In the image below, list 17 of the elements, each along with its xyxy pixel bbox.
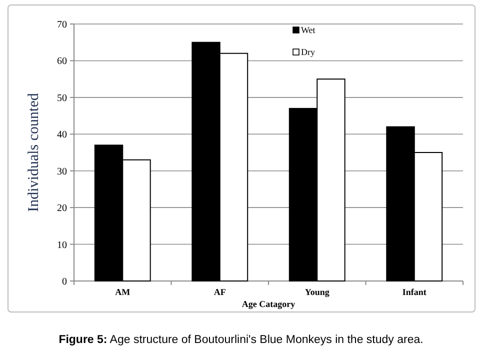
y-tick-label: 60 <box>57 56 67 68</box>
y-axis-title: Individuals counted <box>26 92 42 212</box>
legend-label: Wet <box>301 25 316 35</box>
y-tick-label: 40 <box>57 130 67 141</box>
y-tick-label: 30 <box>57 166 67 178</box>
y-tick-label: 50 <box>57 92 67 104</box>
y-tick-label: 70 <box>57 20 67 30</box>
x-axis-title: Age Catagory <box>242 299 296 309</box>
y-tick-label: 0 <box>62 276 67 288</box>
x-tick-label: AF <box>214 287 226 297</box>
x-tick-label: Young <box>304 287 330 297</box>
y-tick-label: 10 <box>57 240 67 251</box>
x-tick-label: AM <box>115 287 131 297</box>
caption: Figure 5: Age structure of Boutourlini's Blue Monkeys in the study area. <box>58 334 424 346</box>
x-tick-label: Infant <box>402 287 426 297</box>
y-tick-label: 20 <box>57 203 67 214</box>
legend-label: Dry <box>301 47 316 57</box>
